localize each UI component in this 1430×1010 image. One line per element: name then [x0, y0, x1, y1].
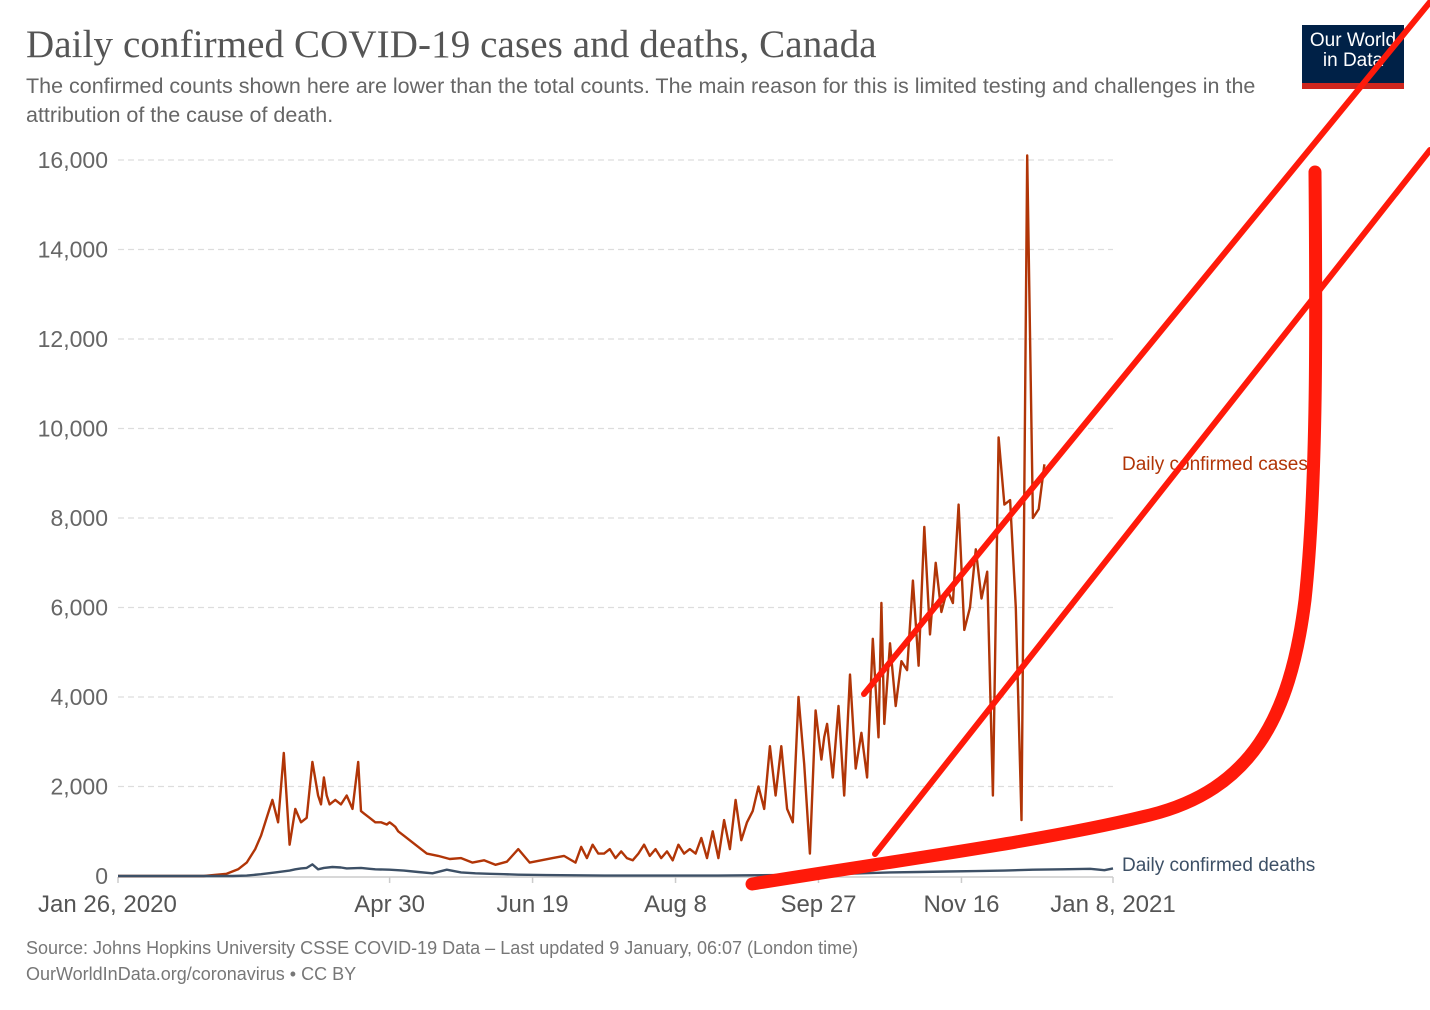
lower-trend-line [872, 147, 1430, 857]
x-axis: Jan 26, 2020 Apr 30 Jun 19 Aug 8 Sep 27 Nov 1… [38, 876, 1176, 918]
y-tick-label: 14,000 [38, 237, 108, 263]
x-tick-label: Jun 19 [497, 891, 569, 918]
x-tick-label: Apr 30 [354, 891, 425, 918]
x-tick-label: Aug 8 [644, 891, 707, 918]
cases-line [118, 154, 1046, 878]
y-tick-label: 12,000 [38, 326, 108, 352]
deaths-line [118, 863, 1114, 878]
y-axis-tick-labels: 0 2,000 4,000 6,000 8,000 10,000 12,000 14,000 1… [38, 147, 108, 889]
y-tick-label: 10,000 [38, 416, 108, 442]
y-tick-label: 8,000 [50, 505, 108, 531]
x-tick-label: Nov 16 [923, 891, 999, 918]
series-labels: Daily confirmed cases Daily confirmed dea… [1122, 454, 1315, 876]
y-tick-label: 4,000 [50, 684, 108, 710]
chart-footer: Source: Johns Hopkins University CSSE CO… [26, 935, 858, 987]
exponential-curve [745, 165, 1323, 891]
cases-series-label: Daily confirmed cases [1122, 454, 1308, 475]
chart-subtitle: The confirmed counts shown here are lowe… [26, 74, 1256, 127]
y-tick-label: 0 [95, 863, 108, 889]
y-tick-label: 16,000 [38, 147, 108, 173]
source-note: Source: Johns Hopkins University CSSE CO… [26, 938, 859, 958]
logo-line-2: in Data [1322, 50, 1384, 71]
y-tick-label: 2,000 [50, 774, 108, 800]
license-link[interactable]: OurWorldInData.org/coronavirus • CC BY [26, 964, 357, 984]
logo-accent-bar [1302, 83, 1404, 89]
grid-lines [118, 159, 1113, 788]
series-lines [118, 154, 1114, 878]
x-tick-label: Jan 8, 2021 [1050, 891, 1175, 918]
upper-trend-line [861, 0, 1430, 697]
logo-line-1: Our World [1309, 30, 1397, 51]
y-tick-label: 6,000 [50, 595, 108, 621]
owid-logo[interactable]: Our World in Data [1302, 25, 1404, 89]
chart-title: Daily confirmed COVID-19 cases and death… [26, 23, 877, 66]
hand-drawn-annotations [745, 0, 1430, 891]
x-tick-label: Jan 26, 2020 [38, 891, 177, 918]
deaths-series-label: Daily confirmed deaths [1122, 855, 1315, 876]
x-tick-label: Sep 27 [780, 891, 856, 918]
